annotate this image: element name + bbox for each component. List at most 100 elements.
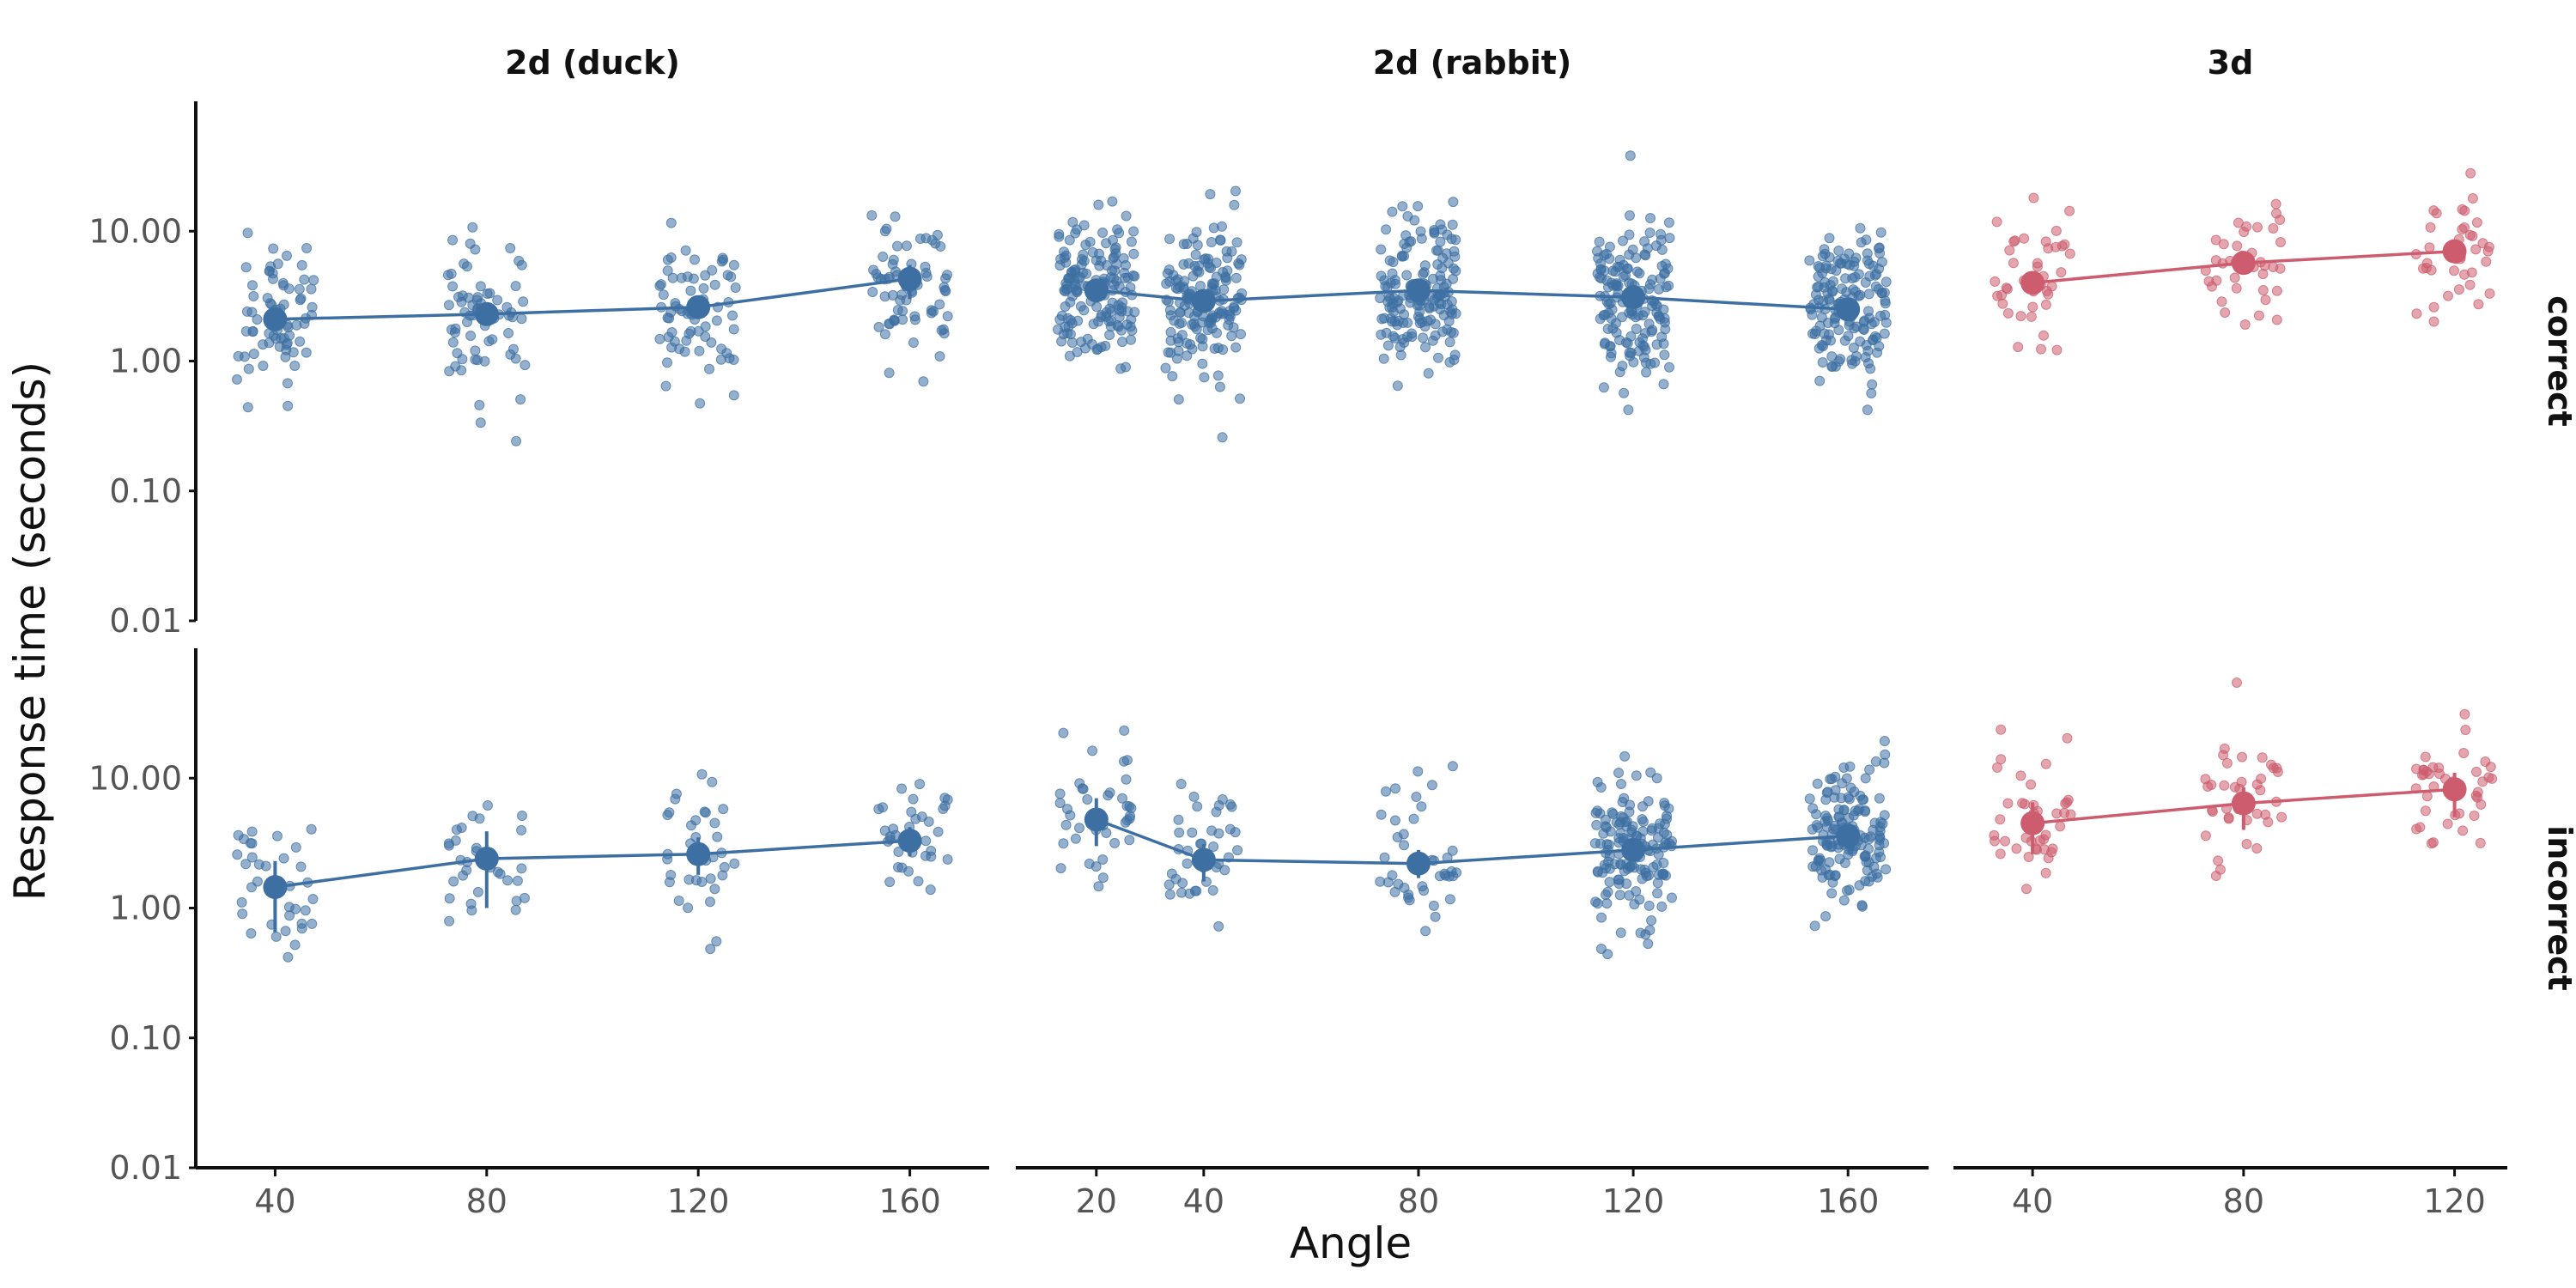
raw-point [1450, 234, 1461, 246]
raw-point [447, 234, 459, 246]
raw-point [1215, 308, 1226, 319]
raw-point [2465, 167, 2476, 179]
raw-point [2241, 221, 2252, 232]
raw-point [1226, 331, 1237, 342]
raw-point [1109, 837, 1121, 848]
raw-point [1613, 833, 1625, 843]
raw-point [2043, 243, 2054, 254]
raw-point [868, 264, 879, 276]
raw-point [694, 345, 705, 356]
raw-point [1649, 299, 1661, 310]
raw-point [2275, 237, 2286, 247]
raw-point [518, 296, 529, 307]
raw-point [457, 354, 468, 365]
raw-point [716, 343, 727, 355]
raw-point [1388, 257, 1399, 268]
raw-point [258, 361, 269, 371]
raw-point [501, 301, 513, 313]
raw-point [2471, 217, 2482, 228]
raw-point [1880, 298, 1891, 309]
raw-point [2427, 837, 2439, 848]
raw-point [1093, 199, 1104, 210]
raw-point [2055, 821, 2066, 832]
raw-point [1212, 327, 1222, 338]
raw-point [1075, 301, 1086, 312]
raw-point [1879, 328, 1890, 339]
raw-point [1634, 894, 1645, 905]
raw-point [1121, 260, 1131, 270]
raw-point [1449, 349, 1461, 361]
raw-point [1605, 341, 1615, 352]
raw-point [1119, 725, 1130, 736]
raw-point [484, 288, 495, 299]
raw-point [1187, 827, 1198, 838]
raw-point [1438, 310, 1449, 321]
raw-point [1080, 240, 1091, 251]
raw-point [884, 319, 895, 329]
raw-point [1173, 337, 1184, 348]
raw-point [1615, 927, 1626, 939]
raw-point [240, 262, 252, 273]
raw-point [1622, 863, 1633, 874]
raw-point [264, 265, 275, 276]
y-tick-label: 0.10 [109, 472, 182, 510]
raw-point [2231, 283, 2242, 294]
raw-point [895, 295, 906, 306]
raw-point [1450, 265, 1461, 276]
raw-point [1235, 393, 1245, 404]
raw-point [502, 875, 513, 886]
raw-point [1631, 324, 1642, 334]
raw-point [2420, 805, 2431, 817]
raw-point [1820, 277, 1831, 288]
raw-point [1860, 773, 1871, 784]
y-tick-label: 0.01 [109, 1149, 182, 1187]
raw-point [1230, 827, 1241, 838]
raw-point [1624, 229, 1635, 240]
raw-point [2473, 299, 2484, 310]
raw-point [1428, 301, 1439, 312]
raw-point [1444, 894, 1455, 905]
raw-point [690, 815, 702, 826]
raw-point [1442, 299, 1453, 310]
raw-point [1652, 888, 1663, 899]
raw-point [470, 345, 481, 356]
raw-point [1605, 826, 1616, 837]
row-strip-title: incorrect [2541, 825, 2576, 991]
raw-point [1658, 858, 1669, 868]
raw-point [1659, 798, 1670, 809]
raw-point [1413, 766, 1424, 777]
mean-point [2442, 239, 2467, 264]
raw-point [1399, 251, 1410, 262]
raw-point [1376, 313, 1388, 325]
raw-point [727, 310, 738, 321]
raw-point [670, 793, 681, 805]
raw-point [1660, 324, 1671, 335]
raw-point [1841, 773, 1852, 784]
raw-point [1860, 805, 1870, 816]
raw-point [1379, 852, 1390, 863]
raw-point [715, 354, 726, 365]
raw-point [1860, 277, 1871, 288]
raw-point [1606, 277, 1617, 289]
raw-point [2023, 852, 2034, 862]
raw-point [1833, 804, 1844, 815]
raw-point [505, 243, 516, 253]
raw-point [933, 826, 944, 837]
raw-point [290, 841, 301, 853]
raw-point [2015, 770, 2026, 781]
raw-point [699, 806, 710, 817]
raw-point [1206, 825, 1218, 836]
raw-point [1070, 833, 1081, 844]
raw-point [2062, 732, 2073, 744]
raw-point [1625, 150, 1636, 161]
raw-point [1417, 881, 1428, 892]
raw-point [914, 234, 926, 244]
raw-point [1611, 817, 1622, 828]
raw-point [1613, 768, 1624, 778]
raw-point [693, 325, 704, 337]
raw-point [1826, 264, 1837, 275]
raw-point [474, 813, 485, 824]
raw-point [662, 810, 673, 821]
raw-point [1834, 854, 1845, 865]
raw-point [1804, 255, 1815, 266]
